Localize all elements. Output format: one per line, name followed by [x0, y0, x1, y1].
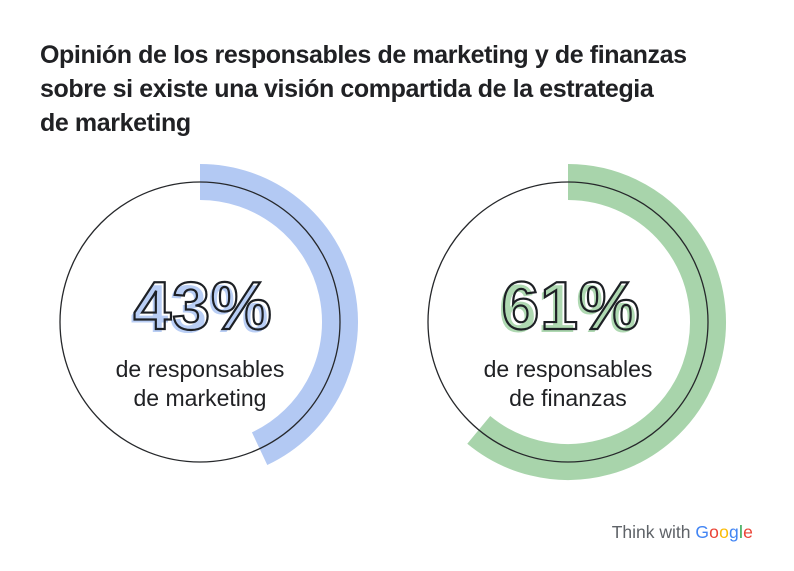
google-letter: g [729, 522, 739, 542]
donut-svg [427, 164, 726, 480]
google-letter: G [695, 522, 710, 542]
percent-fill-text: 61% [498, 271, 638, 347]
title-line-1: Opinión de los responsables de marketing… [40, 41, 687, 69]
donut-chart-marketing: 43% 43% de responsables de marketing [20, 142, 380, 502]
google-letter: o [719, 522, 730, 542]
brand-prefix: Think with [611, 522, 696, 542]
percent-fill-text: 43% [130, 271, 270, 347]
google-letter: o [709, 522, 720, 542]
page-title: Opinión de los responsables de marketing… [40, 38, 775, 140]
google-letter: l [738, 522, 744, 542]
donut-svg [59, 164, 358, 465]
chart-overlay: 61% 61% de responsables de finanzas [388, 142, 748, 502]
chart-overlay: 43% 43% de responsables de marketing [20, 142, 380, 502]
chart-caption: de responsables de finanzas [388, 355, 748, 413]
google-letter: e [743, 522, 753, 542]
percent-value: 43% 43% [20, 268, 380, 347]
google-wordmark: Google [695, 522, 753, 542]
title-line-2: sobre si existe una visión compartida de… [40, 75, 654, 103]
caption-line-2: de marketing [133, 385, 267, 411]
percent-value: 61% 61% [388, 268, 748, 347]
percent-outline-text: 61% [500, 268, 641, 344]
percent-outline-text: 43% [132, 268, 273, 344]
think-with-google-logo: Think with Google [612, 520, 753, 544]
title-line-3: de marketing [40, 109, 191, 137]
caption-line-2: de finanzas [509, 385, 627, 411]
caption-line-1: de responsables [115, 356, 285, 382]
caption-line-1: de responsables [483, 356, 653, 382]
circle-outline [427, 181, 709, 463]
circle-outline [59, 181, 341, 463]
donut-chart-finanzas: 61% 61% de responsables de finanzas [388, 142, 748, 502]
chart-caption: de responsables de marketing [20, 355, 380, 413]
